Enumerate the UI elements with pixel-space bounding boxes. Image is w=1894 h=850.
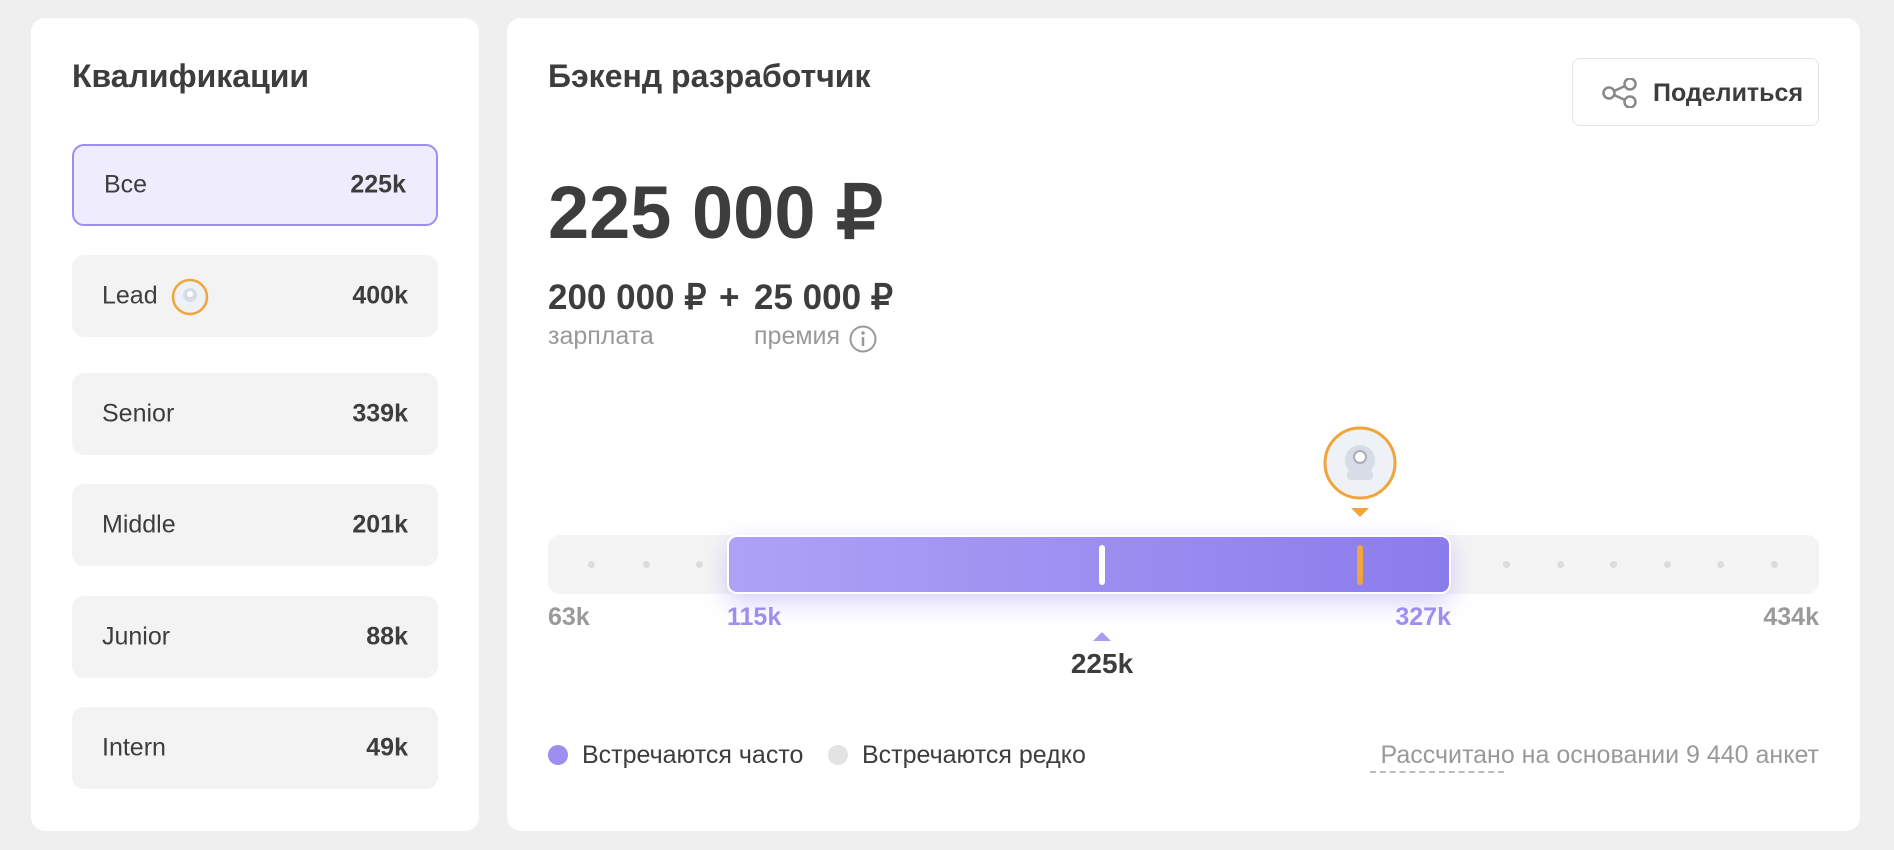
total-salary: 225 000 ₽ <box>548 171 884 254</box>
bonus-value: 25 000 ₽ <box>754 278 894 317</box>
median-arrow <box>1093 632 1111 641</box>
qualification-item[interactable]: Junior 88k <box>72 596 438 678</box>
salary-label: зарплата <box>548 322 654 350</box>
track-dot <box>1663 561 1671 568</box>
sidebar-title: Квалификации <box>72 58 310 94</box>
legend-dot-rare <box>828 745 848 765</box>
track-dot <box>1717 561 1725 568</box>
track-dot <box>1610 561 1618 568</box>
range-max: 434k <box>1763 603 1819 631</box>
median-marker <box>1099 545 1105 585</box>
user-marker <box>1357 545 1363 585</box>
qualification-value: 339k <box>352 399 408 428</box>
qualification-name: Junior <box>102 622 171 651</box>
info-icon[interactable] <box>848 324 878 354</box>
qualification-name: Intern <box>102 733 166 762</box>
track-dot <box>643 561 650 568</box>
main-card <box>507 18 1860 831</box>
legend-rare: Встречаются редко <box>862 741 1086 769</box>
salary-value: 200 000 ₽ <box>548 278 707 317</box>
range-min: 63k <box>548 603 590 631</box>
share-label: Поделиться <box>1653 79 1804 107</box>
qualification-item[interactable]: Intern 49k <box>72 707 438 789</box>
qualification-value: 201k <box>352 510 408 539</box>
qualification-name: Lead <box>102 281 158 310</box>
plus: + <box>719 278 740 317</box>
sample-note[interactable]: Рассчитано на основании 9 440 анкет <box>1380 741 1819 769</box>
range-median: 225k <box>1070 648 1134 679</box>
legend-often: Встречаются часто <box>582 741 804 769</box>
qualification-item[interactable]: Lead 400k <box>72 255 438 337</box>
note-underline <box>1370 771 1504 773</box>
qualification-name: Middle <box>102 510 176 539</box>
qualification-value: 400k <box>352 281 408 310</box>
lead-badge <box>171 278 209 316</box>
qualification-value: 49k <box>366 733 408 762</box>
range-low: 115k <box>727 603 782 631</box>
track-dot <box>588 561 595 568</box>
qualification-item[interactable]: Все 225k <box>72 144 438 226</box>
track-dot <box>696 561 703 568</box>
qualification-name: Senior <box>102 399 175 428</box>
share-button[interactable]: Поделиться <box>1572 58 1819 126</box>
qualification-value: 225k <box>350 170 406 199</box>
main-title: Бэкенд разработчик <box>548 58 871 94</box>
qualification-item[interactable]: Senior 339k <box>72 373 438 455</box>
range-high: 327k <box>1395 603 1451 631</box>
avatar-pin <box>1323 426 1397 517</box>
legend-dot-often <box>548 745 568 765</box>
qualification-name: Все <box>104 170 148 199</box>
qualification-item[interactable]: Middle 201k <box>72 484 438 566</box>
range-bar <box>727 535 1451 594</box>
bonus-label: премия <box>754 322 841 350</box>
track-dot <box>1771 561 1778 568</box>
track-dot <box>1556 561 1564 568</box>
track-dot <box>1503 561 1510 568</box>
share-icon <box>1602 78 1637 108</box>
qualification-value: 88k <box>366 622 408 651</box>
